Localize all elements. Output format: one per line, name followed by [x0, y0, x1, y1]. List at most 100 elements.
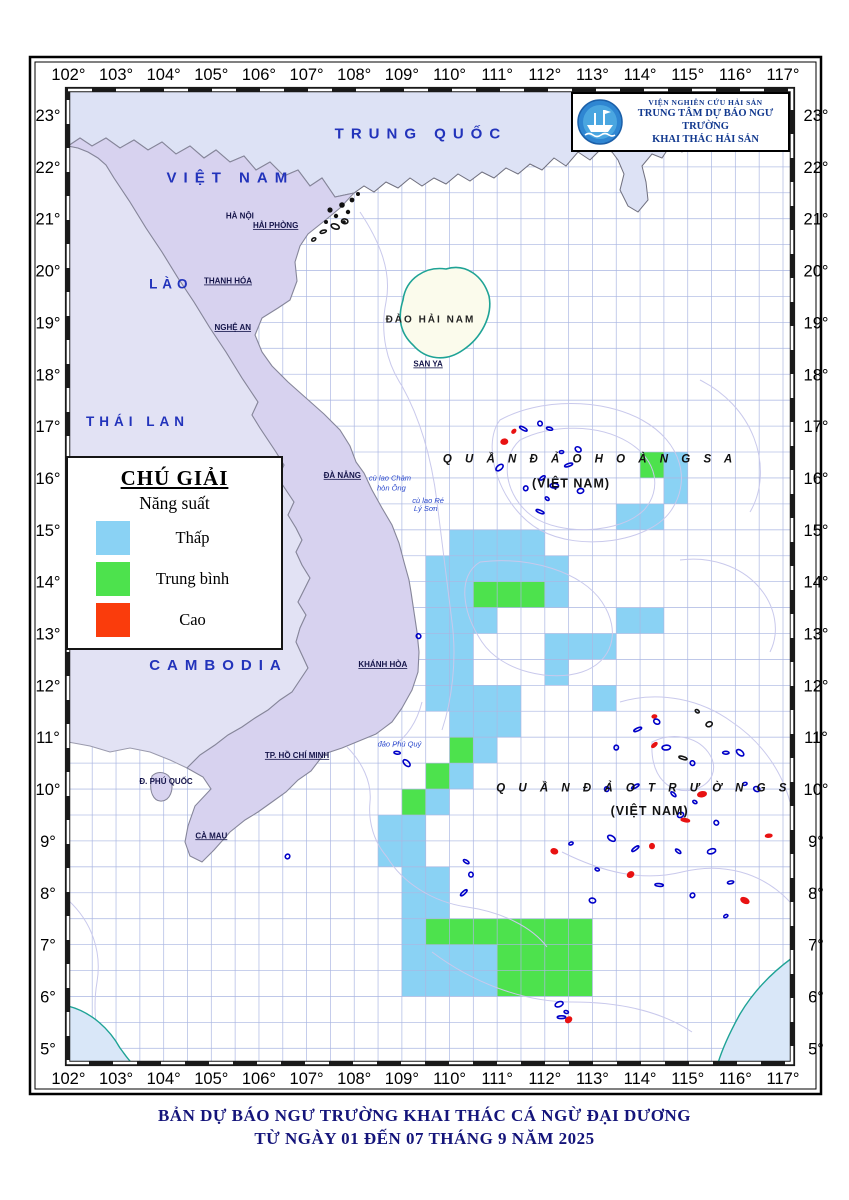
lat-tick-label-right: 18°	[804, 366, 829, 384]
fishing-cell-low	[425, 555, 450, 582]
institute-name: VIỆN NGHIÊN CỨU HẢI SẢN	[648, 97, 763, 107]
island-marker	[319, 229, 328, 235]
borneo-coast	[717, 957, 792, 1063]
fishing-cell-medium	[544, 970, 569, 997]
fishing-cell-medium	[544, 918, 569, 945]
fishing-cell-low	[663, 452, 688, 478]
legend-label-low: Thấp	[175, 528, 210, 547]
lat-tick-label-left: 14°	[36, 574, 61, 592]
lat-tick-label-right: 12°	[804, 677, 829, 695]
fishing-cell-low	[473, 737, 498, 764]
island-marker	[284, 853, 291, 860]
island-marker	[674, 848, 682, 855]
island-marker	[511, 428, 517, 434]
island-marker	[694, 708, 701, 714]
lon-tick-label-top: 109°	[385, 66, 419, 84]
lon-tick-label-top: 115°	[671, 66, 704, 84]
island-marker	[740, 896, 750, 905]
halong-islands	[324, 192, 360, 224]
island-marker	[576, 487, 585, 495]
center-name-line2: KHAI THÁC HẢI SẢN	[652, 134, 759, 146]
country-label: TRUNG QUỐC	[335, 124, 508, 142]
islet-label: cù lao Ré	[412, 496, 444, 505]
fishing-cell-low	[425, 970, 450, 997]
map-title: BẢN DỰ BÁO NGƯ TRƯỜNG KHAI THÁC CÁ NGỪ Đ…	[0, 1104, 849, 1150]
lat-tick-label-left: 20°	[36, 263, 61, 281]
island-marker	[752, 785, 761, 793]
city-label: TP. HỒ CHÍ MINH	[265, 750, 330, 760]
lon-tick-label-bottom: 105°	[194, 1070, 228, 1088]
island-marker	[735, 748, 745, 757]
island-marker	[692, 799, 698, 805]
fishing-cell-low	[401, 918, 426, 945]
island-marker	[415, 632, 422, 640]
map-title-line2: TỪ NGÀY 01 ĐẾN 07 THÁNG 9 NĂM 2025	[254, 1129, 595, 1148]
fishing-cell-low	[425, 633, 450, 660]
island-marker	[568, 841, 574, 846]
country-label: LÀO	[149, 277, 193, 292]
lon-tick-label-top: 107°	[290, 66, 324, 84]
city-label: Đ. PHÚ QUỐC	[139, 776, 193, 786]
lon-tick-label-bottom: 114°	[624, 1070, 657, 1088]
lon-tick-label-bottom: 110°	[433, 1070, 466, 1088]
island-marker	[563, 1009, 570, 1015]
island-marker	[588, 897, 597, 904]
fishing-cell-medium	[497, 944, 521, 971]
corner-coasts	[68, 957, 792, 1063]
island-marker	[676, 811, 685, 819]
fishing-cell-low	[378, 840, 402, 867]
island-marker	[606, 834, 617, 843]
fishing-cell-medium	[425, 918, 450, 945]
fishing-cell-medium	[568, 918, 593, 945]
island-marker	[467, 871, 474, 878]
lon-tick-label-top: 105°	[194, 66, 228, 84]
axis-labels-layer: 102° 102° 103° 103° 104° 104° 105° 105° 106° 106°…	[36, 66, 829, 1088]
fishing-cell-low	[425, 607, 450, 634]
city-label: HÀ NỘI	[226, 212, 254, 221]
lat-tick-label-right: 16°	[804, 470, 829, 488]
lat-tick-label-right: 5°	[808, 1040, 824, 1058]
legend-swatch-high	[96, 603, 130, 637]
lat-tick-label-left: 15°	[36, 522, 61, 540]
lat-tick-label-right: 23°	[804, 107, 829, 125]
legend-item-medium: Trung bình	[96, 562, 281, 596]
island-marker	[650, 741, 658, 749]
fishing-cell-medium	[520, 970, 545, 997]
island-marker	[678, 755, 688, 761]
lat-tick-label-left: 17°	[36, 418, 61, 436]
island-marker	[670, 791, 677, 798]
lat-tick-label-right: 22°	[804, 159, 829, 177]
lat-tick-label-right: 10°	[804, 781, 829, 799]
island-marker	[556, 1014, 567, 1020]
archipelago-label: Q U Ầ N Đ Ả O H O À N G S A	[443, 452, 737, 465]
lat-tick-label-right: 17°	[804, 418, 829, 436]
island-marker	[713, 819, 720, 826]
fishing-cell-low	[449, 581, 474, 608]
lat-tick-label-left: 22°	[36, 159, 61, 177]
lat-tick-label-right: 9°	[808, 833, 824, 851]
legend-swatch-medium	[96, 562, 130, 596]
lat-tick-label-right: 14°	[804, 574, 829, 592]
archipelago-sublabel: (VIỆT NAM)	[532, 475, 610, 490]
island-marker	[630, 783, 640, 790]
lat-tick-label-left: 19°	[36, 314, 61, 332]
fishing-cell-low	[449, 529, 474, 556]
island-marker	[545, 426, 554, 432]
lon-tick-label-top: 106°	[242, 66, 276, 84]
islet-label: đảo Phú Quý	[378, 740, 423, 749]
fishing-cell-medium	[497, 918, 521, 945]
fishing-cell-low	[568, 633, 593, 660]
fishing-cell-low	[497, 555, 521, 582]
island-marker	[626, 871, 635, 879]
lon-tick-label-top: 116°	[719, 66, 752, 84]
fishing-cell-low	[425, 892, 450, 919]
fishing-cell-low	[544, 555, 569, 582]
island-marker	[535, 508, 545, 515]
fishing-cell-low	[401, 866, 426, 893]
fishing-cell-low	[425, 944, 450, 971]
lat-tick-label-right: 13°	[804, 626, 829, 644]
city-label: ĐẢO HẢI NAM	[386, 312, 476, 325]
island-marker	[652, 718, 661, 726]
fishing-cell-low	[425, 866, 450, 893]
